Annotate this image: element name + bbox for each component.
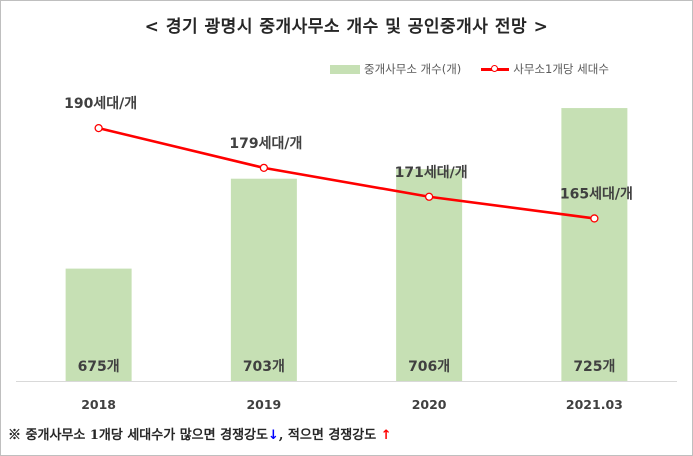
bar-data-label-3: 725개 xyxy=(573,359,615,375)
line-data-label-0: 190세대/개 xyxy=(64,96,137,112)
line-point-2 xyxy=(424,192,434,201)
x-tick-label-0: 2018 xyxy=(81,397,116,412)
bar-3 xyxy=(561,108,628,382)
bar-1 xyxy=(230,178,297,381)
bar-data-label-1: 703개 xyxy=(243,359,285,375)
legend-item-line: 사무소1개당 세대수 xyxy=(481,61,609,77)
bar-2 xyxy=(396,169,463,381)
line-data-label-2: 171세대/개 xyxy=(395,165,468,181)
line-point-3 xyxy=(590,214,599,223)
bar-data-label-2: 706개 xyxy=(408,359,450,375)
footnote: ※ 중개사무소 1개당 세대수가 많으면 경쟁강도↓, 적으면 경쟁강도 ↑ xyxy=(8,424,392,443)
arrow-up-icon: ↑ xyxy=(380,428,392,443)
legend-bar-swatch xyxy=(330,64,360,74)
line-point-1 xyxy=(259,163,269,173)
line-data-label-3: 165세대/개 xyxy=(560,186,633,202)
footnote-text-a: ※ 중개사무소 1개당 세대수가 많으면 경쟁강도 xyxy=(8,428,268,443)
bar-data-label-0: 675개 xyxy=(78,359,120,375)
arrow-down-icon: ↓ xyxy=(267,428,279,443)
line-point-0 xyxy=(94,123,103,133)
line-data-label-1: 179세대/개 xyxy=(229,136,302,152)
line-series xyxy=(97,126,596,220)
chart-title: < 경기 광명시 중개사무소 개수 및 공인중개사 전망 > xyxy=(144,17,549,37)
x-tick-label-1: 2019 xyxy=(246,397,281,412)
legend-bar-label: 중개사무소 개수(개) xyxy=(364,62,462,76)
legend-line-swatch xyxy=(481,63,510,75)
x-tick-label-2: 2020 xyxy=(412,397,447,412)
bar-0 xyxy=(65,268,132,381)
chart-legend: 중개사무소 개수(개) 사무소1개당 세대수 xyxy=(330,61,629,77)
legend-line-label: 사무소1개당 세대수 xyxy=(513,62,609,76)
footnote-text-b: , 적으면 경쟁강도 xyxy=(278,428,381,443)
legend-item-bar: 중개사무소 개수(개) xyxy=(330,61,461,77)
x-tick-label-3: 2021.03 xyxy=(566,397,623,412)
